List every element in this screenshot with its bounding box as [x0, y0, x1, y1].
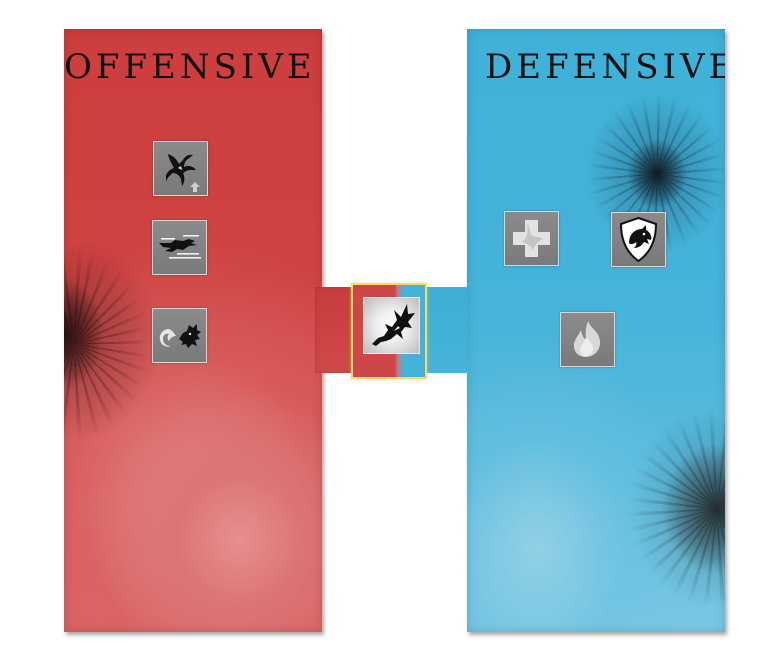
offensive-skill-dragon-breath[interactable]: [152, 308, 207, 363]
dragon-shield-icon: [619, 216, 658, 263]
defensive-title: DEFENSIVE: [485, 47, 725, 87]
center-skill-button[interactable]: [363, 297, 420, 354]
dragon-breath-icon: [159, 324, 201, 348]
defensive-skill-dragon-shield[interactable]: [611, 212, 666, 267]
defensive-skill-heal[interactable]: [504, 211, 559, 266]
dragon-dash-icon: [159, 235, 201, 259]
flying-dragon-icon: [372, 304, 415, 346]
fire-icon: [573, 321, 601, 357]
bridge-defensive-side: [420, 287, 468, 373]
offensive-skill-dragon-dash[interactable]: [152, 220, 207, 275]
claw-upgrade-icon: [166, 154, 200, 192]
offensive-title: OFFENSIVE: [64, 47, 316, 87]
offensive-skill-claw-upgrade[interactable]: [153, 141, 208, 196]
defensive-skill-fire[interactable]: [560, 312, 615, 367]
heal-cross-icon: [513, 220, 550, 257]
ink-splatter-decoration: [607, 409, 725, 609]
